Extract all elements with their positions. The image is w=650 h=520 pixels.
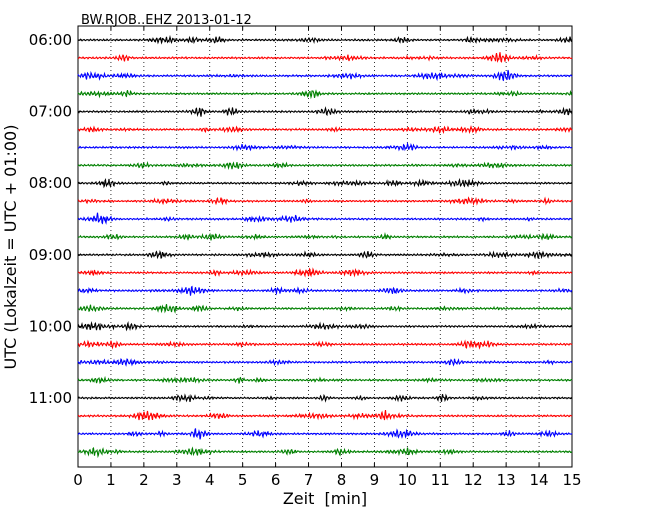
x-tick-label: 1 bbox=[106, 471, 116, 489]
y-tick-label: 07:00 bbox=[29, 103, 72, 121]
x-tick-label: 14 bbox=[530, 471, 549, 489]
x-tick-label: 5 bbox=[238, 471, 248, 489]
y-axis-ticks: 06:00 07:00 08:00 09:00 10:00 11:00 bbox=[29, 31, 572, 407]
seismic-traces bbox=[77, 34, 573, 459]
trace-row bbox=[77, 89, 573, 100]
x-tick-label: 10 bbox=[398, 471, 417, 489]
trace-row bbox=[77, 106, 573, 117]
trace-row bbox=[77, 249, 573, 260]
y-axis-label: UTC (Lokalzeit = UTC + 01:00) bbox=[1, 125, 20, 370]
trace-row bbox=[77, 177, 573, 189]
chart-title: BW.RJOB..EHZ 2013-01-12 bbox=[81, 13, 252, 28]
x-tick-label: 9 bbox=[370, 471, 380, 489]
trace-row bbox=[77, 69, 573, 82]
trace-row bbox=[77, 409, 573, 421]
x-axis-label: Zeit [min] bbox=[283, 489, 367, 508]
x-tick-label: 8 bbox=[337, 471, 347, 489]
trace-row bbox=[77, 339, 573, 350]
trace-row bbox=[77, 304, 573, 314]
trace-row bbox=[77, 161, 573, 171]
trace-row bbox=[77, 285, 573, 296]
x-tick-label: 6 bbox=[271, 471, 281, 489]
trace-row bbox=[77, 141, 573, 152]
trace-row bbox=[77, 446, 573, 459]
y-tick-label: 08:00 bbox=[29, 174, 72, 192]
trace-row bbox=[77, 232, 573, 241]
trace-row bbox=[77, 52, 573, 63]
trace-row bbox=[77, 358, 573, 367]
x-tick-label: 13 bbox=[497, 471, 516, 489]
x-tick-label: 3 bbox=[172, 471, 182, 489]
x-tick-label: 2 bbox=[139, 471, 149, 489]
x-tick-label: 12 bbox=[464, 471, 483, 489]
x-tick-label: 7 bbox=[304, 471, 314, 489]
trace-row bbox=[77, 428, 573, 440]
trace-row bbox=[77, 34, 573, 45]
trace-row bbox=[77, 196, 573, 206]
trace-row bbox=[77, 125, 573, 135]
x-tick-label: 11 bbox=[431, 471, 450, 489]
trace-row bbox=[77, 212, 572, 225]
y-tick-label: 06:00 bbox=[29, 31, 72, 49]
x-tick-label: 0 bbox=[73, 471, 83, 489]
trace-row bbox=[77, 267, 573, 278]
x-axis-ticks: 0 1 2 3 4 5 6 7 8 9 10 11 12 13 14 15 bbox=[73, 26, 582, 489]
y-tick-label: 11:00 bbox=[29, 389, 72, 407]
trace-row bbox=[77, 393, 573, 403]
trace-row bbox=[77, 320, 573, 332]
grid-lines bbox=[110, 26, 540, 467]
x-tick-label: 15 bbox=[562, 471, 581, 489]
plot-frame bbox=[77, 25, 573, 468]
x-tick-label: 4 bbox=[205, 471, 215, 489]
y-tick-label: 09:00 bbox=[29, 246, 72, 264]
trace-row bbox=[77, 375, 573, 384]
y-tick-label: 10:00 bbox=[29, 317, 72, 335]
